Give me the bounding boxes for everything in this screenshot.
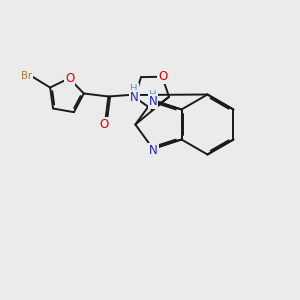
Text: N: N — [130, 91, 139, 104]
Text: O: O — [100, 118, 109, 131]
Text: H: H — [130, 84, 138, 94]
Text: Br: Br — [22, 71, 32, 81]
Text: N: N — [148, 95, 157, 108]
Text: H: H — [149, 90, 157, 100]
Text: O: O — [158, 70, 167, 83]
Text: N: N — [149, 144, 158, 158]
Text: O: O — [65, 72, 74, 85]
